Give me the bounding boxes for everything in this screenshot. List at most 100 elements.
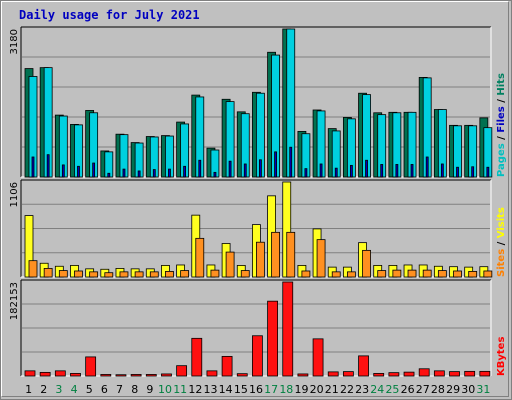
bar-pages-day-10: [168, 168, 171, 178]
x-tick-label-day-30: 30: [461, 383, 475, 396]
bar-kbytes-day-12: [191, 337, 203, 377]
x-tick-label-day-28: 28: [431, 383, 445, 396]
bar-pages-day-5: [92, 162, 96, 178]
legend-entry: /: [496, 238, 507, 249]
bar-pages-day-27: [425, 156, 429, 178]
chart-title: Daily usage for July 2021: [19, 8, 200, 22]
bar-sites-day-26: [407, 269, 417, 278]
x-tick-label-day-10: 10: [158, 383, 172, 396]
x-tick-label-day-19: 19: [294, 383, 308, 396]
x-tick-label-day-25: 25: [385, 383, 399, 396]
bar-pages-day-25: [395, 164, 399, 178]
bar-pages-day-7: [122, 168, 126, 178]
bar-sites-day-13: [210, 269, 220, 278]
bar-kbytes-day-8: [130, 374, 142, 377]
x-tick-label-day-7: 7: [116, 383, 123, 396]
legend-entry: Hits: [496, 73, 507, 96]
bar-kbytes-day-14: [221, 355, 233, 377]
x-tick-label-day-13: 13: [204, 383, 218, 396]
panel-hits-files-pages-legend: Pages / Files / Hits: [496, 73, 507, 177]
bar-kbytes-day-4: [70, 373, 81, 377]
bar-pages-day-16: [259, 159, 262, 178]
x-tick-label-day-23: 23: [355, 383, 369, 396]
bar-sites-day-9: [149, 271, 159, 278]
legend-entry: Pages: [496, 143, 507, 177]
legend-entry: /: [496, 96, 507, 107]
x-tick-label-day-22: 22: [340, 383, 354, 396]
bar-sites-day-4: [74, 270, 83, 278]
bar-sites-day-27: [422, 269, 432, 278]
bar-pages-day-1: [31, 156, 35, 178]
bar-kbytes-day-24: [373, 373, 385, 377]
x-tick-label-day-3: 3: [55, 383, 62, 396]
bar-sites-day-6: [104, 272, 114, 278]
bar-pages-day-31: [486, 166, 490, 178]
bar-sites-day-31: [483, 270, 493, 278]
bar-pages-day-17: [274, 151, 277, 178]
panel-visits-sites-ymax-label: 1106: [9, 182, 20, 207]
bar-sites-day-10: [165, 271, 174, 278]
x-tick-label-day-21: 21: [325, 383, 339, 396]
x-tick-label-day-20: 20: [310, 383, 324, 396]
bar-kbytes-day-7: [115, 374, 127, 377]
bar-kbytes-day-29: [449, 371, 460, 377]
bar-sites-day-14: [225, 251, 235, 278]
x-tick-label-day-4: 4: [71, 383, 78, 396]
x-tick-label-day-6: 6: [101, 383, 108, 396]
bar-pages-day-21: [334, 167, 338, 178]
x-tick-label-day-8: 8: [131, 383, 138, 396]
bar-pages-day-13: [213, 171, 217, 178]
legend-entry: KBytes: [496, 337, 507, 376]
bar-sites-day-11: [180, 270, 190, 278]
bar-sites-day-22: [346, 271, 356, 278]
bar-pages-day-3: [61, 164, 65, 178]
bar-pages-day-11: [183, 165, 187, 178]
bar-kbytes-day-22: [342, 371, 354, 377]
bar-pages-day-29: [456, 166, 459, 178]
bar-sites-day-21: [331, 271, 341, 278]
x-tick-label-day-31: 31: [476, 383, 490, 396]
bar-kbytes-day-5: [85, 356, 97, 377]
bar-pages-day-22: [349, 164, 353, 178]
x-tick-label-day-26: 26: [401, 383, 415, 396]
bar-pages-day-30: [471, 166, 475, 178]
x-tick-label-day-5: 5: [86, 383, 93, 396]
bar-pages-day-6: [107, 172, 111, 178]
bar-kbytes-day-1: [24, 370, 36, 377]
legend-entry: Files: [496, 106, 507, 132]
bar-sites-day-2: [43, 268, 53, 278]
bar-sites-day-19: [301, 270, 311, 278]
panel-hits-files-pages-ymax-label: 3180: [9, 29, 20, 54]
x-tick-label-day-1: 1: [25, 383, 32, 396]
bar-pages-day-8: [137, 170, 141, 178]
x-tick-label-day-24: 24: [370, 383, 384, 396]
x-tick-label-day-17: 17: [264, 383, 278, 396]
bar-kbytes-day-15: [236, 373, 248, 377]
bar-sites-day-15: [240, 270, 250, 278]
bar-pages-day-18: [289, 146, 293, 178]
bar-pages-day-9: [152, 169, 156, 178]
bar-kbytes-day-18: [282, 281, 294, 377]
bar-kbytes-day-26: [403, 371, 415, 377]
bar-sites-day-16: [256, 241, 265, 278]
legend-entry: Visits: [496, 207, 507, 238]
bar-sites-day-30: [468, 271, 478, 278]
x-tick-label-day-15: 15: [234, 383, 248, 396]
bar-sites-day-25: [392, 269, 402, 278]
bar-kbytes-day-19: [297, 373, 309, 377]
panel-visits-sites-legend: Sites / Visits: [496, 207, 507, 277]
x-tick-label-day-12: 12: [188, 383, 202, 396]
bar-sites-day-5: [89, 271, 99, 278]
bar-kbytes-day-25: [388, 372, 400, 377]
bar-pages-day-2: [46, 154, 50, 178]
bar-pages-day-24: [380, 164, 384, 178]
bar-kbytes-day-9: [145, 374, 157, 377]
bar-sites-day-29: [453, 270, 462, 278]
bar-sites-day-28: [437, 270, 447, 278]
bar-kbytes-day-17: [267, 300, 278, 377]
x-tick-label-day-11: 11: [173, 383, 187, 396]
bar-kbytes-day-21: [327, 371, 339, 377]
bar-pages-day-19: [304, 168, 308, 178]
